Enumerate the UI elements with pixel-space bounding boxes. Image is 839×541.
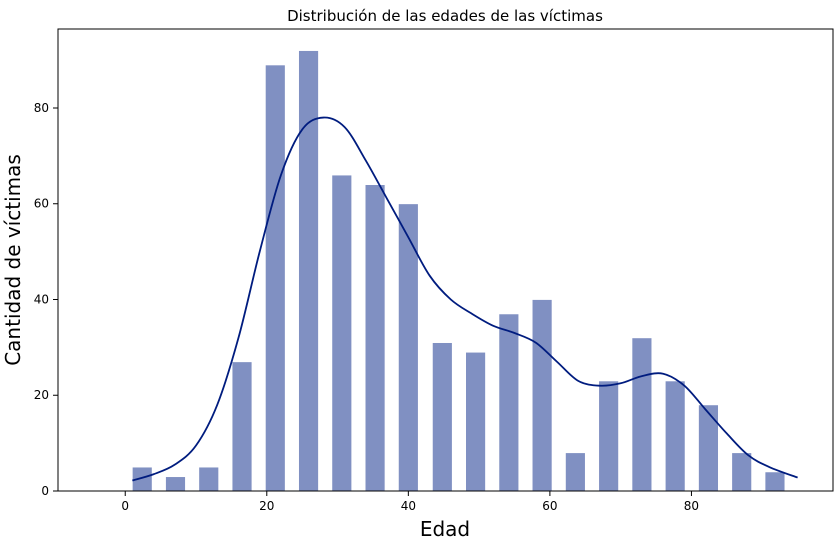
- bar-11: [498, 313, 520, 492]
- y-tick-label: 0: [41, 484, 49, 498]
- bar-4: [264, 64, 286, 492]
- bar-19: [764, 471, 786, 492]
- bar-10: [465, 351, 486, 492]
- x-axis-label: Edad: [420, 517, 470, 541]
- bar-7: [364, 184, 386, 492]
- y-tick-label: 60: [34, 197, 49, 211]
- x-axis-ticks: 0 20 40 60 80: [121, 491, 699, 513]
- bar-15: [631, 337, 653, 492]
- chart-title: Distribución de las edades de las víctim…: [287, 7, 603, 25]
- bar-5: [298, 50, 319, 492]
- y-axis-ticks: 0 20 40 60 80: [34, 101, 58, 498]
- bars-group: [131, 50, 786, 492]
- plot-frame: [57, 28, 834, 492]
- y-axis-label: Cantidad de víctimas: [1, 154, 25, 366]
- bar-6: [331, 174, 353, 492]
- kde-series-line: [132, 116, 798, 482]
- x-tick-label: 20: [259, 499, 274, 513]
- axes-frame: [57, 28, 834, 492]
- bar-18: [731, 452, 753, 492]
- bar-1: [165, 476, 186, 492]
- x-tick-label: 40: [401, 499, 416, 513]
- bar-16: [664, 380, 686, 492]
- bar-17: [698, 404, 719, 492]
- y-tick-label: 40: [34, 292, 49, 306]
- bar-9: [431, 342, 453, 492]
- bar-3: [231, 361, 253, 492]
- bar-2: [198, 466, 220, 492]
- bar-12: [531, 299, 553, 492]
- x-tick-label: 60: [542, 499, 557, 513]
- bar-8: [397, 203, 419, 492]
- x-tick-label: 80: [684, 499, 699, 513]
- bar-14: [598, 380, 620, 492]
- y-tick-label: 20: [34, 388, 49, 402]
- bar-13: [564, 452, 586, 492]
- y-tick-label: 80: [34, 101, 49, 115]
- x-tick-label: 0: [121, 499, 129, 513]
